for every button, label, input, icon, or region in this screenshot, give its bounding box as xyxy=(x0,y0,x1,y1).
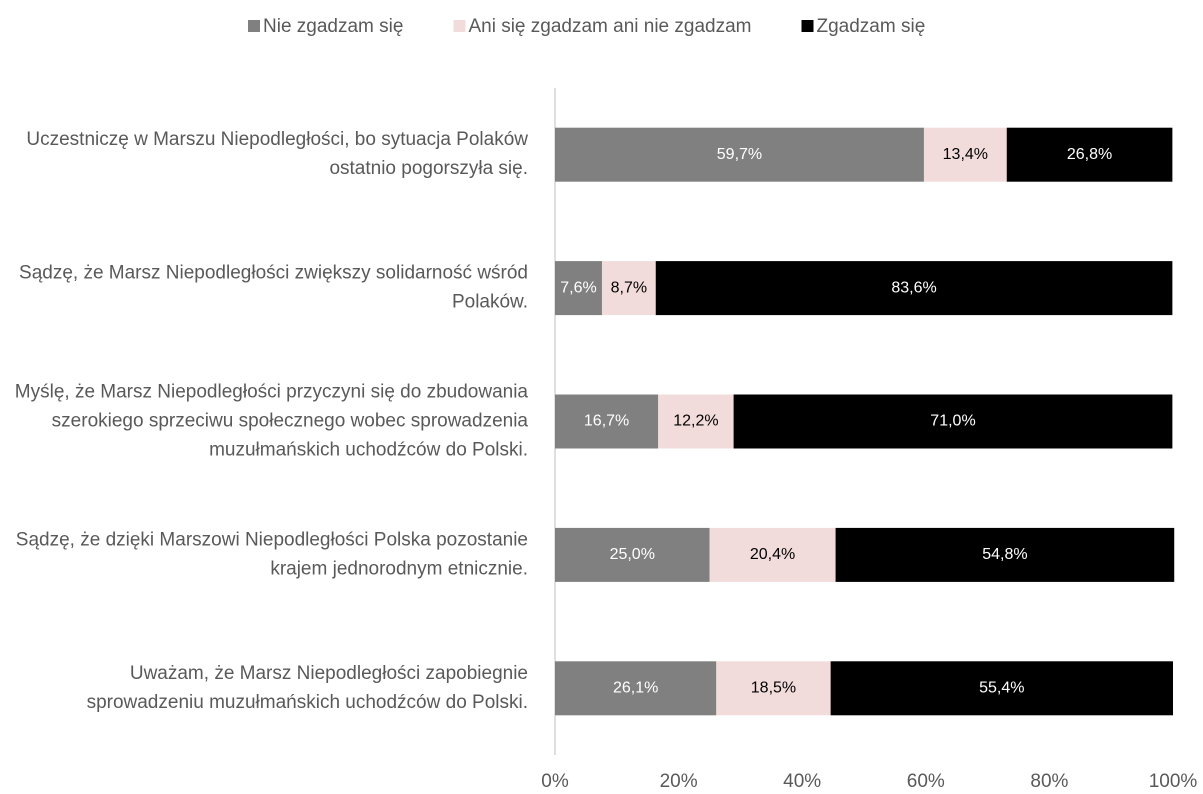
bar-segment xyxy=(1006,127,1173,182)
category-label: Sądzę, że Marsz Niepodległości zwiększy … xyxy=(19,263,528,313)
data-label: 16,7% xyxy=(584,413,629,430)
bar-segment xyxy=(555,127,924,182)
x-tick-label: 60% xyxy=(907,771,945,792)
data-label: 12,2% xyxy=(673,413,718,430)
bar-segment xyxy=(830,661,1173,716)
data-label: 55,4% xyxy=(979,680,1024,697)
data-label: 25,0% xyxy=(610,546,655,563)
bar-segment xyxy=(716,661,831,716)
data-label: 7,6% xyxy=(560,279,596,296)
legend-swatch xyxy=(248,20,260,32)
data-label: 26,8% xyxy=(1067,146,1112,163)
bar-segment xyxy=(555,661,717,716)
bar-segment xyxy=(923,127,1007,182)
category-label: Sądzę, że dzięki Marszowi Niepodległości… xyxy=(16,529,528,579)
legend-swatch xyxy=(453,20,466,32)
data-label: 26,1% xyxy=(613,680,658,697)
data-label: 59,7% xyxy=(717,146,762,163)
category-label: Uczestniczę w Marszu Niepodległości, bo … xyxy=(26,129,528,179)
data-label: 18,5% xyxy=(751,680,796,697)
x-tick-label: 40% xyxy=(783,771,821,792)
category-label: Myślę, że Marsz Niepodległości przyczyni… xyxy=(15,382,529,461)
bar-segment xyxy=(709,527,836,582)
bar-segment xyxy=(655,261,1173,316)
data-label: 54,8% xyxy=(982,546,1027,563)
bar-segment xyxy=(835,527,1175,582)
x-tick-label: 20% xyxy=(660,771,698,792)
bar-segment xyxy=(555,394,659,449)
x-tick-label: 0% xyxy=(541,771,569,792)
data-label: 83,6% xyxy=(891,279,936,296)
legend-label: Zgadzam się xyxy=(817,16,926,37)
data-label: 20,4% xyxy=(750,546,795,563)
data-label: 13,4% xyxy=(943,146,988,163)
legend-swatch xyxy=(801,20,814,32)
x-tick-label: 100% xyxy=(1149,771,1198,792)
data-label: 71,0% xyxy=(930,413,975,430)
bar-segment xyxy=(601,261,656,316)
legend-label: Ani się zgadzam ani nie zgadzam xyxy=(468,16,751,37)
bar-segment xyxy=(733,394,1173,449)
bar-segment xyxy=(658,394,734,449)
x-tick-label: 80% xyxy=(1030,771,1068,792)
data-label: 8,7% xyxy=(611,279,647,296)
bar-segment xyxy=(555,261,602,316)
bar-segment xyxy=(555,527,710,582)
category-label: Uważam, że Marsz Niepodległości zapobieg… xyxy=(87,663,528,713)
legend-label: Nie zgadzam się xyxy=(263,16,403,37)
